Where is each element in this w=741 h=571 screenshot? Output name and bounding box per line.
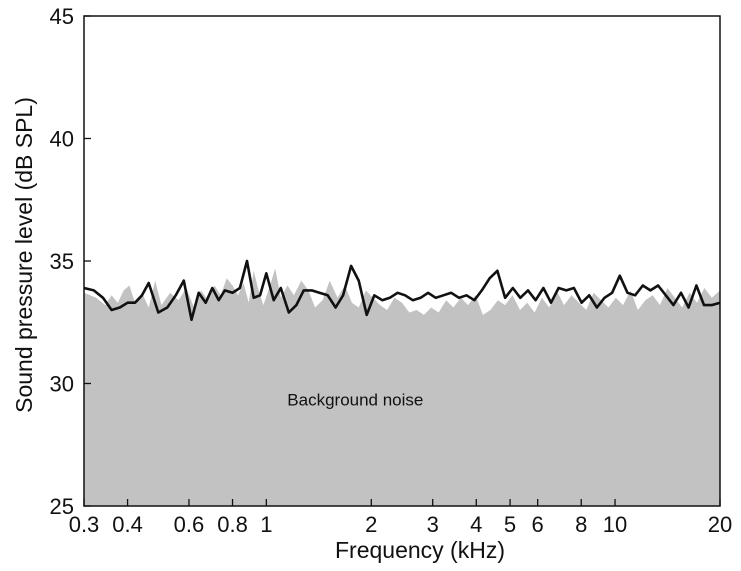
y-tick-label: 25 xyxy=(50,494,74,519)
plot-area xyxy=(83,15,721,507)
x-axis-label: Frequency (kHz) xyxy=(335,537,505,563)
x-tick-label: 20 xyxy=(708,512,732,537)
background-noise-label: Background noise xyxy=(287,391,423,410)
x-tick-label: 0.6 xyxy=(174,512,205,537)
x-tick-label: 6 xyxy=(532,512,544,537)
x-tick-label: 4 xyxy=(470,512,482,537)
y-axis-label: Sound pressure level (dB SPL) xyxy=(11,97,37,413)
x-tick-label: 1 xyxy=(260,512,272,537)
y-tick-label: 35 xyxy=(50,249,74,274)
x-tick-label: 0.4 xyxy=(112,512,143,537)
y-tick-label: 40 xyxy=(50,127,74,152)
x-tick-label: 3 xyxy=(427,512,439,537)
y-tick-label: 30 xyxy=(50,372,74,397)
x-tick-label: 2 xyxy=(365,512,377,537)
x-axis-ticks: 0.3 0.4 0.6 0.8 1 2 3 4 5 6 8 10 20 xyxy=(69,499,732,537)
measured-level-line-layer xyxy=(83,259,721,322)
x-tick-label: 0.8 xyxy=(217,512,248,537)
background-noise-area-layer xyxy=(84,268,720,506)
y-tick-label: 45 xyxy=(50,4,74,29)
y-axis-ticks: 25 30 35 40 45 xyxy=(50,4,91,519)
x-tick-label: 0.3 xyxy=(69,512,100,537)
background-noise-area xyxy=(84,268,720,506)
x-tick-label: 8 xyxy=(575,512,587,537)
measured-level-line xyxy=(83,259,721,322)
x-tick-label: 5 xyxy=(504,512,516,537)
x-tick-label: 10 xyxy=(603,512,627,537)
